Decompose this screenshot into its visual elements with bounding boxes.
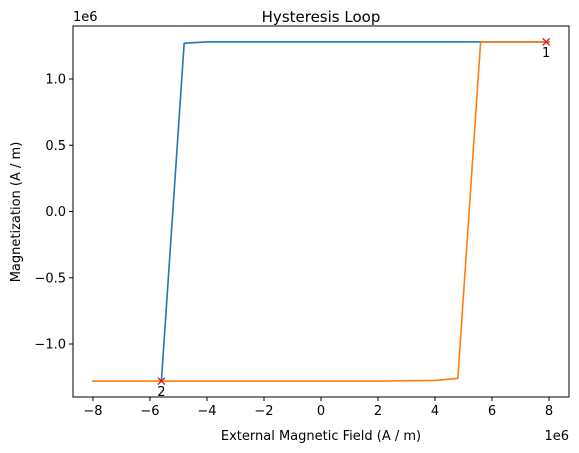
y-tick-label: −1.0 bbox=[34, 338, 66, 353]
marker-cross-stroke bbox=[542, 37, 551, 46]
y-tick-label: 0.0 bbox=[45, 205, 66, 220]
y-axis-label: Magnetization (A / m) bbox=[9, 142, 24, 283]
marker-label-1: 1 bbox=[542, 46, 550, 61]
series-layer bbox=[92, 41, 550, 382]
y-axis-ticks: −1.0 −0.5 0.0 0.5 1.0 bbox=[34, 73, 73, 353]
x-axis-ticks: −8 −6 −4 −2 0 2 4 6 8 bbox=[83, 397, 553, 419]
marker-1: 1 bbox=[542, 37, 551, 61]
marker-cross-stroke bbox=[157, 377, 166, 386]
chart-title: Hysteresis Loop bbox=[262, 8, 381, 26]
x-tick-label: −8 bbox=[83, 404, 102, 419]
x-tick-label: 2 bbox=[374, 404, 382, 419]
y-tick-label: 1.0 bbox=[45, 73, 66, 88]
x-axis-offset-label: 1e6 bbox=[544, 429, 569, 444]
x-tick-label: −4 bbox=[197, 404, 216, 419]
series-line-1 bbox=[160, 41, 550, 382]
marker-layer: 12 bbox=[157, 37, 551, 400]
y-axis-offset-label: 1e6 bbox=[73, 10, 98, 25]
marker-2: 2 bbox=[157, 377, 166, 400]
x-tick-label: 6 bbox=[488, 404, 496, 419]
x-tick-label: 4 bbox=[431, 404, 439, 419]
x-tick-label: 8 bbox=[545, 404, 553, 419]
x-tick-label: −2 bbox=[254, 404, 273, 419]
marker-label-2: 2 bbox=[157, 385, 165, 400]
x-axis-label: External Magnetic Field (A / m) bbox=[221, 429, 421, 444]
x-tick-label: 0 bbox=[317, 404, 325, 419]
y-tick-label: 0.5 bbox=[45, 139, 66, 154]
x-tick-label: −6 bbox=[140, 404, 159, 419]
series-line-2 bbox=[92, 41, 550, 382]
y-tick-label: −0.5 bbox=[34, 271, 66, 286]
